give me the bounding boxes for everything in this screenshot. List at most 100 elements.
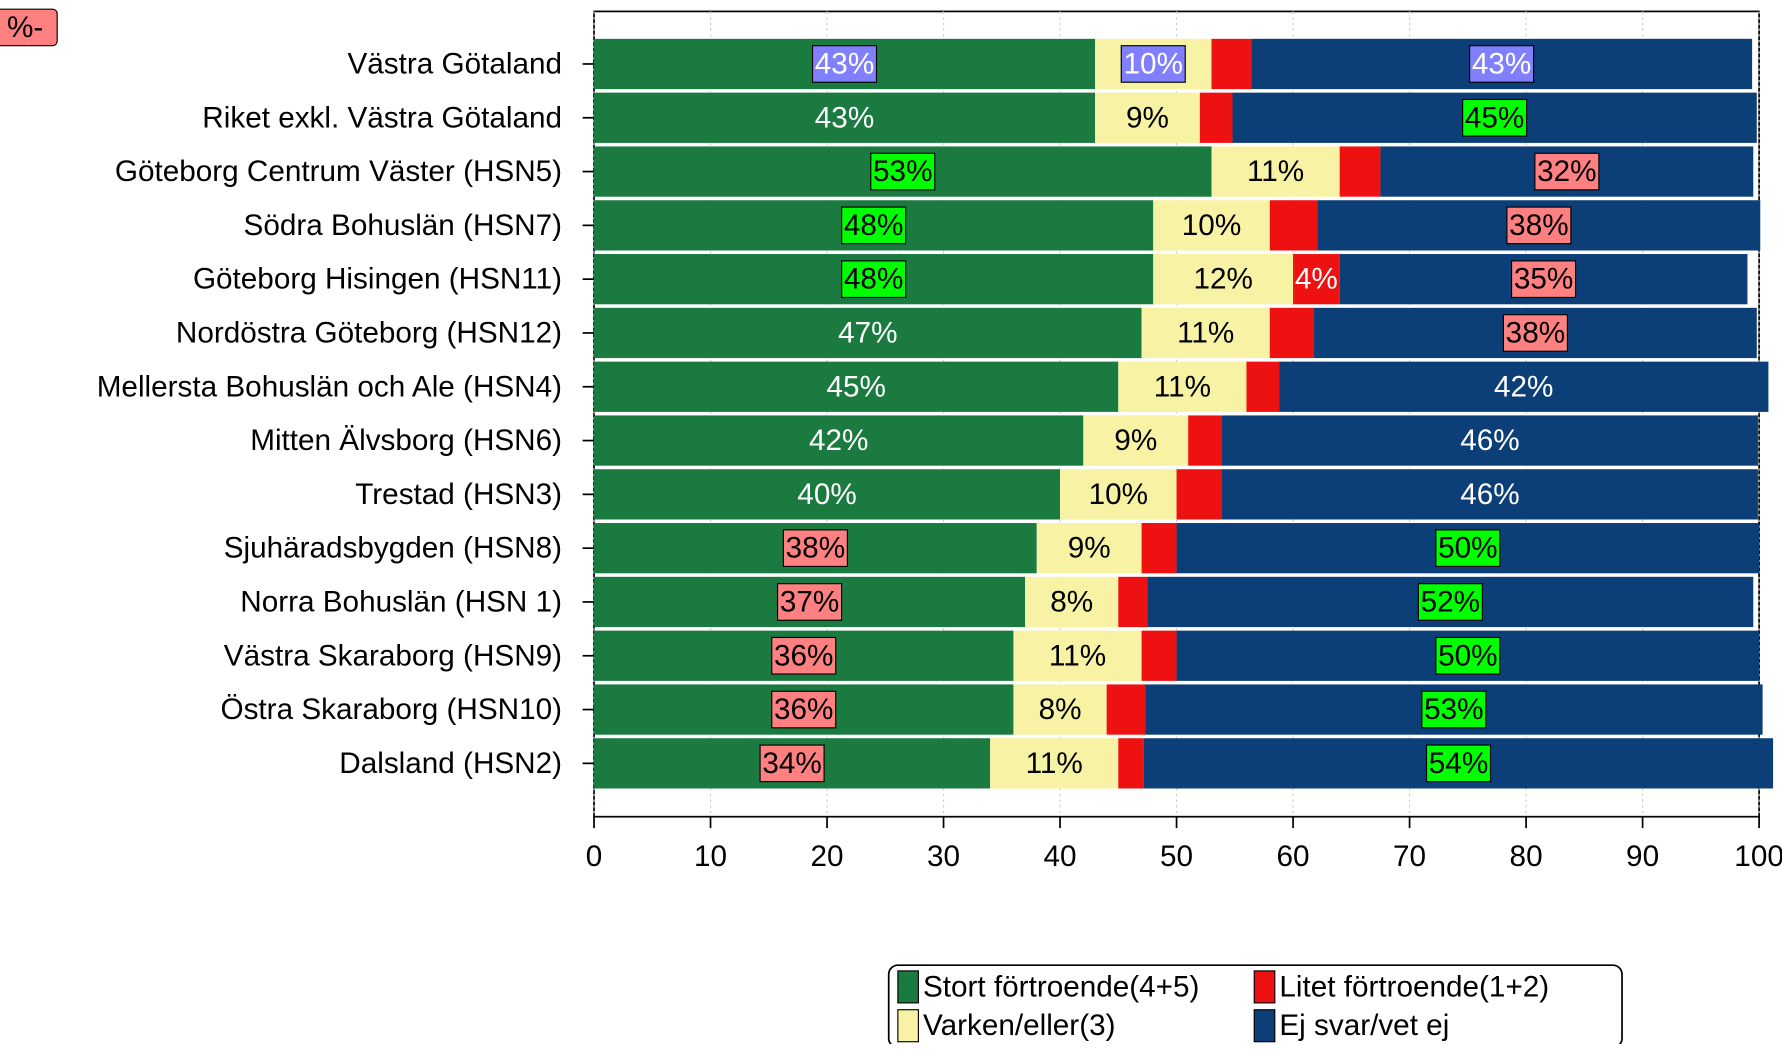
data-label-box — [1435, 636, 1501, 675]
bar-segment — [1141, 307, 1270, 359]
data-label: 43% — [1472, 47, 1531, 80]
data-label: 53% — [873, 155, 932, 188]
data-label-box — [1534, 152, 1600, 191]
bar-segment — [1279, 361, 1769, 412]
bar-segment — [1153, 200, 1270, 251]
y-tick-label: Västra Götaland — [347, 47, 562, 80]
data-label-box — [771, 690, 837, 729]
bar-segment — [1013, 684, 1107, 735]
x-tick-label: 80 — [1510, 840, 1543, 873]
bar-segment — [1221, 415, 1758, 466]
x-tick-label: 50 — [1160, 840, 1193, 873]
data-label-box — [776, 583, 843, 621]
bar-segment — [1060, 469, 1177, 520]
data-label: 11% — [1177, 316, 1234, 349]
x-tick-label: 70 — [1393, 840, 1426, 873]
data-label: 46% — [1460, 424, 1519, 457]
data-label: 10% — [1182, 209, 1241, 242]
data-label: 9% — [1126, 101, 1169, 134]
data-label: 50% — [1438, 639, 1497, 672]
legend-label: Varken/eller(3) — [923, 1009, 1115, 1042]
data-label: 48% — [844, 209, 903, 242]
bar-segment — [1013, 630, 1142, 681]
bar-segment — [1025, 576, 1119, 628]
bar-segment — [1293, 254, 1340, 305]
y-tick-label: Mellersta Bohuslän och Ale (HSN4) — [97, 370, 562, 403]
bar-segment — [594, 361, 1119, 412]
data-label: 8% — [1050, 585, 1093, 618]
data-label: 42% — [1494, 370, 1553, 403]
data-label: 11% — [1154, 370, 1211, 403]
bar-segment — [1199, 92, 1233, 143]
bar-segment — [1176, 469, 1222, 520]
bar-segment — [1221, 469, 1758, 520]
data-label-box — [841, 260, 907, 299]
bar-segment — [1269, 200, 1318, 251]
data-label: 42% — [809, 424, 868, 457]
data-label-box — [811, 45, 878, 83]
bar-segment — [990, 738, 1119, 789]
data-label: 35% — [1514, 263, 1573, 296]
data-label: 45% — [1465, 101, 1524, 134]
x-tick-label: 90 — [1626, 840, 1659, 873]
bar-segment — [1036, 523, 1142, 574]
plot-area — [593, 10, 1760, 818]
legend-swatch — [1253, 970, 1276, 1004]
annotation: %- — [7, 11, 43, 44]
data-label: 46% — [1460, 478, 1519, 511]
bar-segment — [1118, 738, 1144, 789]
bar-segment — [594, 469, 1061, 520]
data-label: 47% — [838, 316, 897, 349]
data-label-box — [771, 636, 837, 675]
data-label: 12% — [1193, 263, 1252, 296]
data-label: 10% — [1124, 47, 1183, 80]
data-label: 8% — [1039, 693, 1082, 726]
data-label-box — [1462, 98, 1528, 137]
data-label: 40% — [797, 478, 856, 511]
legend-swatch — [1253, 1009, 1276, 1043]
x-tick-label: 100 — [1734, 840, 1782, 873]
bar-segment — [1118, 361, 1247, 412]
data-label-box — [759, 744, 825, 783]
data-label-box — [841, 206, 907, 245]
data-label-box — [1469, 45, 1535, 83]
y-tick-label: Södra Bohuslän (HSN7) — [244, 209, 562, 242]
x-tick-label: 0 — [586, 840, 603, 873]
data-label: 45% — [826, 370, 885, 403]
bar-segment — [1118, 576, 1148, 628]
y-tick-label: Trestad (HSN3) — [355, 478, 562, 511]
bar-segment — [1211, 146, 1340, 197]
bar-segment — [1141, 523, 1177, 574]
data-label: 54% — [1429, 747, 1488, 780]
data-label: 34% — [762, 747, 821, 780]
legend-label: Litet förtroende(1+2) — [1279, 970, 1549, 1003]
bar-segment — [594, 415, 1084, 466]
data-label-box — [1425, 744, 1492, 783]
legend-label: Ej svar/vet ej — [1279, 1009, 1449, 1042]
data-label: 36% — [774, 693, 833, 726]
y-tick-label: Mitten Älvsborg (HSN6) — [250, 424, 562, 457]
y-tick-label: Nordöstra Göteborg (HSN12) — [176, 316, 562, 349]
data-label-box — [1435, 529, 1501, 568]
data-label: 38% — [786, 532, 845, 565]
y-tick-label: Sjuhäradsbygden (HSN8) — [224, 532, 562, 565]
data-label: 4% — [1295, 263, 1338, 296]
data-label: 11% — [1049, 639, 1106, 672]
data-label: 37% — [780, 585, 839, 618]
data-label-box — [1417, 583, 1483, 621]
data-label-box — [870, 152, 936, 191]
y-tick-label: Riket exkl. Västra Götaland — [202, 101, 562, 134]
x-tick-label: 40 — [1044, 840, 1077, 873]
y-tick-label: Östra Skaraborg (HSN10) — [221, 693, 563, 726]
data-label: 38% — [1509, 209, 1568, 242]
data-label: 32% — [1537, 155, 1596, 188]
data-label-box — [1502, 314, 1568, 352]
y-tick-label: Göteborg Hisingen (HSN11) — [193, 263, 562, 296]
x-tick-label: 30 — [927, 840, 960, 873]
data-label: 50% — [1438, 532, 1497, 565]
y-tick-label: Göteborg Centrum Väster (HSN5) — [115, 155, 562, 188]
x-tick-label: 20 — [811, 840, 844, 873]
data-label: 53% — [1424, 693, 1483, 726]
